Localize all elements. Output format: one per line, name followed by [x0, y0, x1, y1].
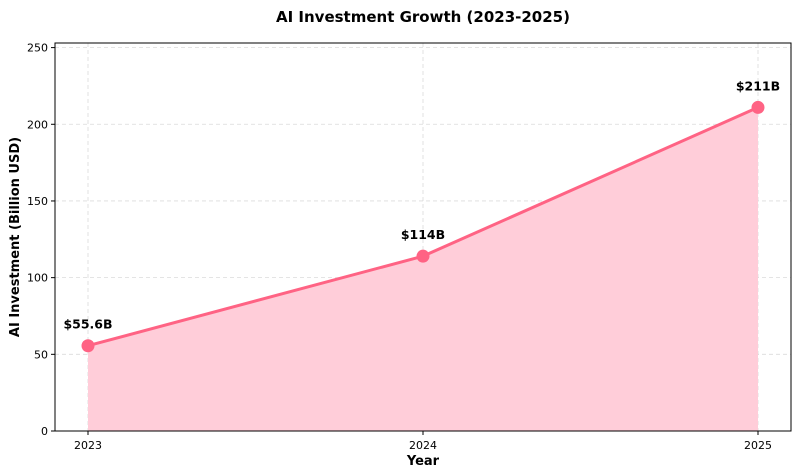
x-tick-label-2025: 2025: [744, 439, 772, 452]
chart-title: AI Investment Growth (2023-2025): [276, 8, 570, 26]
y-axis-label: AI Investment (Billion USD): [8, 137, 23, 337]
x-axis-ticks: 2023 2024 2025: [74, 431, 772, 452]
data-point-2025: [751, 100, 765, 114]
data-label-2025: $211B: [736, 78, 780, 93]
x-tick-label-2024: 2024: [409, 439, 437, 452]
y-tick-label-150: 150: [27, 195, 48, 208]
data-label-2023: $55.6B: [63, 317, 112, 332]
x-axis-label: Year: [406, 454, 440, 469]
y-tick-label-200: 200: [27, 118, 48, 131]
y-tick-label-100: 100: [27, 272, 48, 285]
x-tick-label-2023: 2023: [74, 439, 102, 452]
y-tick-label-250: 250: [27, 42, 48, 55]
y-tick-label-0: 0: [41, 425, 48, 438]
data-point-2023: [81, 339, 95, 353]
data-label-layer: $55.6B $114B $211B: [63, 78, 780, 331]
area-fill: [88, 107, 758, 431]
y-tick-label-50: 50: [34, 348, 48, 361]
data-label-2024: $114B: [401, 227, 445, 242]
area-fill-layer: [88, 107, 758, 431]
data-point-2024: [416, 249, 430, 263]
y-axis-ticks: 0 50 100 150 200 250: [27, 42, 55, 438]
marker-layer: [81, 100, 765, 353]
